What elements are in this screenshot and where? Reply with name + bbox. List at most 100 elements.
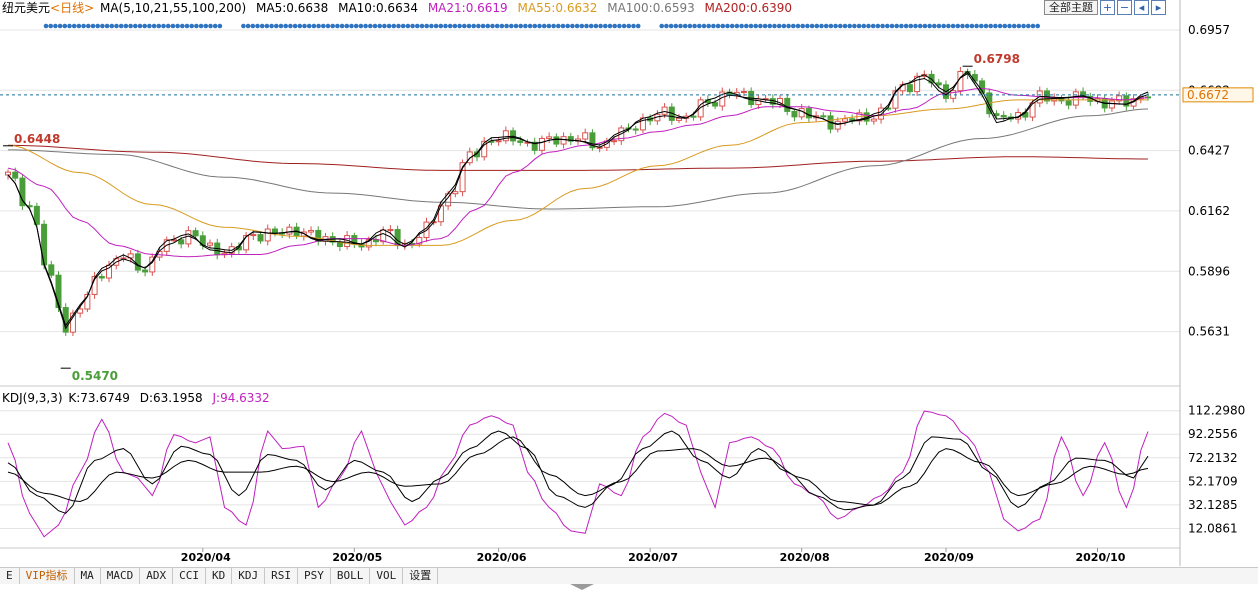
event-dot[interactable] bbox=[988, 23, 993, 29]
event-dot[interactable] bbox=[241, 23, 246, 29]
event-dot[interactable] bbox=[363, 23, 368, 29]
event-dot[interactable] bbox=[908, 23, 914, 29]
event-dot[interactable] bbox=[504, 23, 509, 29]
event-dot[interactable] bbox=[302, 23, 307, 29]
candle-body[interactable] bbox=[452, 191, 459, 195]
event-dot[interactable] bbox=[838, 23, 843, 29]
candle-body[interactable] bbox=[502, 130, 509, 142]
event-dot[interactable] bbox=[913, 23, 918, 29]
event-dot[interactable] bbox=[631, 23, 636, 29]
event-dot[interactable] bbox=[720, 23, 726, 29]
candle-body[interactable] bbox=[308, 229, 315, 233]
event-dot[interactable] bbox=[259, 23, 265, 29]
tab-settings[interactable]: 设置 bbox=[403, 568, 439, 584]
tab-adx[interactable]: ADX bbox=[140, 568, 174, 584]
candle-body[interactable] bbox=[185, 230, 192, 245]
event-dot[interactable] bbox=[419, 23, 425, 29]
event-dot[interactable] bbox=[161, 23, 166, 29]
event-dot[interactable] bbox=[109, 23, 115, 29]
event-dot[interactable] bbox=[588, 23, 594, 29]
event-dot[interactable] bbox=[43, 23, 49, 29]
event-dot[interactable] bbox=[438, 23, 444, 29]
candle-body[interactable] bbox=[676, 117, 683, 121]
event-dot[interactable] bbox=[725, 23, 730, 29]
event-dot[interactable] bbox=[621, 23, 627, 29]
tab-kd[interactable]: KD bbox=[206, 568, 233, 584]
event-dot[interactable] bbox=[969, 23, 975, 29]
event-dot[interactable] bbox=[147, 23, 152, 29]
tab-macd[interactable]: MACD bbox=[101, 568, 141, 584]
event-dot[interactable] bbox=[842, 23, 848, 29]
event-dot[interactable] bbox=[729, 23, 735, 29]
event-dot[interactable] bbox=[1007, 23, 1012, 29]
event-dot[interactable] bbox=[443, 23, 448, 29]
event-dot[interactable] bbox=[847, 23, 852, 29]
event-dot[interactable] bbox=[946, 23, 951, 29]
zoom-in-button[interactable]: + bbox=[1100, 0, 1115, 15]
event-dot[interactable] bbox=[541, 23, 547, 29]
event-dot[interactable] bbox=[274, 23, 279, 29]
candle-body[interactable] bbox=[755, 98, 762, 106]
event-dot[interactable] bbox=[485, 23, 491, 29]
event-dot[interactable] bbox=[626, 23, 632, 29]
candle-body[interactable] bbox=[798, 108, 805, 118]
event-dot[interactable] bbox=[288, 23, 293, 29]
event-dot[interactable] bbox=[424, 23, 430, 29]
event-dot[interactable] bbox=[499, 23, 505, 29]
event-dot[interactable] bbox=[983, 23, 989, 29]
event-dot[interactable] bbox=[466, 23, 472, 29]
event-dot[interactable] bbox=[941, 23, 946, 29]
candle-body[interactable] bbox=[878, 107, 885, 120]
event-dot[interactable] bbox=[617, 23, 622, 29]
candle-body[interactable] bbox=[365, 239, 372, 248]
candle-body[interactable] bbox=[1043, 90, 1050, 102]
event-dot[interactable] bbox=[452, 23, 458, 29]
event-dot[interactable] bbox=[297, 23, 303, 29]
event-dot[interactable] bbox=[894, 23, 899, 29]
event-dot[interactable] bbox=[372, 23, 378, 29]
event-dot[interactable] bbox=[659, 23, 664, 29]
event-dot[interactable] bbox=[133, 23, 138, 29]
event-dot[interactable] bbox=[353, 23, 359, 29]
event-dot[interactable] bbox=[142, 23, 147, 29]
candle-body[interactable] bbox=[33, 205, 40, 225]
candle-body[interactable] bbox=[697, 99, 704, 118]
tab-vol[interactable]: VOL bbox=[370, 568, 404, 584]
candle-body[interactable] bbox=[466, 151, 473, 164]
event-dot[interactable] bbox=[706, 23, 711, 29]
candle-body[interactable] bbox=[712, 102, 719, 107]
candle-body[interactable] bbox=[553, 136, 560, 145]
event-dot[interactable] bbox=[114, 23, 119, 29]
event-dot[interactable] bbox=[67, 23, 72, 29]
candle-body[interactable] bbox=[481, 140, 488, 158]
event-dot[interactable] bbox=[386, 23, 392, 29]
candle-body[interactable] bbox=[1123, 95, 1130, 107]
event-dot[interactable] bbox=[537, 23, 542, 29]
event-dot[interactable] bbox=[217, 23, 223, 29]
event-dot[interactable] bbox=[791, 23, 796, 29]
event-dot[interactable] bbox=[664, 23, 669, 29]
zoom-out-button[interactable]: − bbox=[1117, 0, 1132, 15]
event-dot[interactable] bbox=[490, 23, 495, 29]
candle-body[interactable] bbox=[271, 228, 278, 234]
event-dot[interactable] bbox=[682, 23, 688, 29]
event-dot[interactable] bbox=[748, 23, 754, 29]
event-dot[interactable] bbox=[358, 23, 364, 29]
event-dot[interactable] bbox=[316, 23, 321, 29]
candle-body[interactable] bbox=[791, 110, 798, 118]
candle-body[interactable] bbox=[834, 120, 841, 130]
event-dot[interactable] bbox=[955, 23, 961, 29]
candle-body[interactable] bbox=[250, 234, 257, 237]
candle-body[interactable] bbox=[906, 84, 913, 93]
event-dot[interactable] bbox=[875, 23, 881, 29]
event-dot[interactable] bbox=[189, 23, 194, 29]
event-dot[interactable] bbox=[584, 23, 589, 29]
event-dot[interactable] bbox=[396, 23, 401, 29]
event-dot[interactable] bbox=[565, 23, 570, 29]
event-dot[interactable] bbox=[1030, 23, 1036, 29]
event-dot[interactable] bbox=[786, 23, 791, 29]
event-dot[interactable] bbox=[81, 23, 86, 29]
event-dot[interactable] bbox=[95, 23, 100, 29]
event-dot[interactable] bbox=[899, 23, 904, 29]
